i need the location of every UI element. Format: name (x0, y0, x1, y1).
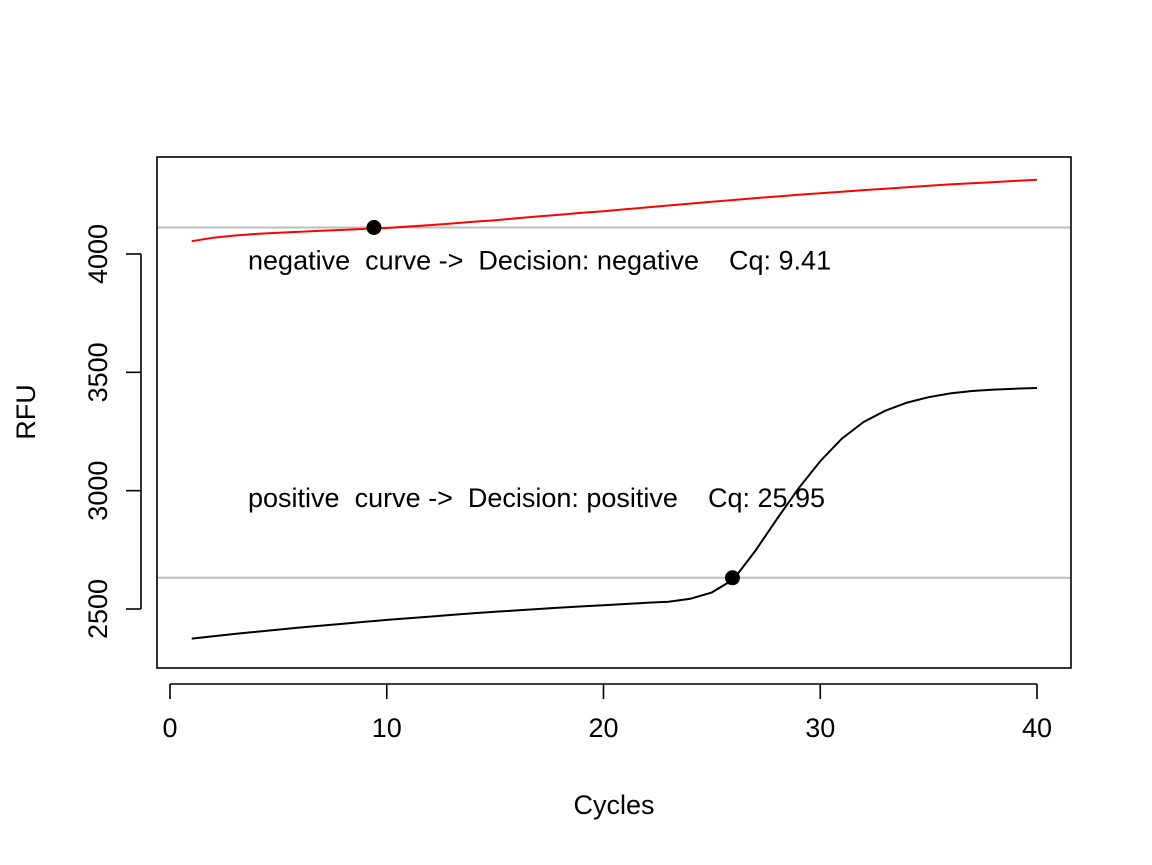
y-tick-label: 3500 (83, 342, 113, 402)
series-line-0 (191, 178, 1038, 243)
annotation-1: positive curve -> Decision: positive Cq:… (248, 483, 825, 513)
plot-frame (156, 156, 1072, 669)
x-axis-label: Cycles (573, 790, 654, 820)
x-tick-label: 40 (1022, 713, 1052, 743)
cq-point-0 (366, 219, 382, 235)
y-axis: 2500 3000 3500 4000 (83, 224, 142, 639)
x-tick-label: 30 (805, 713, 835, 743)
y-tick-label: 2500 (83, 579, 113, 639)
annotation-0: negative curve -> Decision: negative Cq:… (248, 245, 831, 275)
x-tick-label: 20 (588, 713, 618, 743)
cq-point-1 (724, 570, 740, 586)
x-axis: 0 10 20 30 40 (162, 683, 1052, 743)
series-line-1 (191, 387, 1038, 640)
x-tick-label: 0 (162, 713, 177, 743)
y-tick-label: 3000 (83, 461, 113, 521)
y-tick-label: 4000 (83, 224, 113, 284)
x-tick-label: 10 (372, 713, 402, 743)
y-axis-label: RFU (11, 384, 41, 440)
